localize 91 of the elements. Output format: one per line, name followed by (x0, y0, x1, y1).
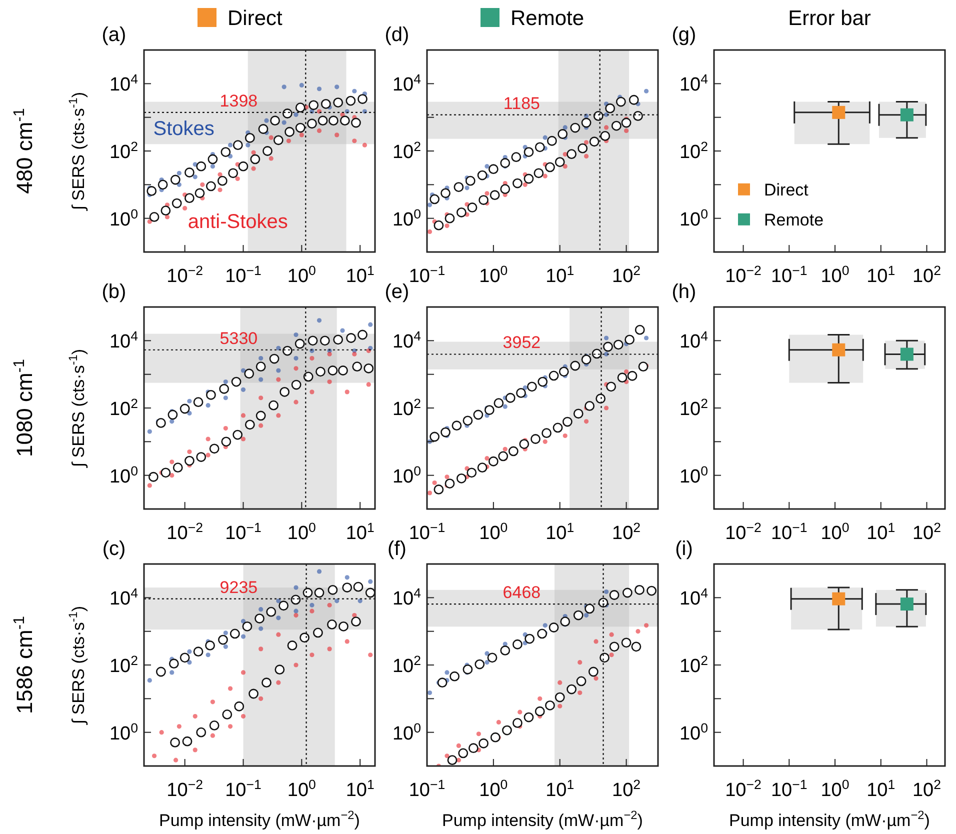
x-tick-label: 10$^{1}$ (866, 262, 896, 287)
y-tick-label: 10$^{4}$ (392, 71, 421, 96)
x-tick-label: 10$^{2}$ (612, 262, 641, 287)
x-tick-label: 10$^{2}$ (912, 520, 942, 544)
ref-line-label: 1185 (503, 94, 540, 113)
x-tick-label: 10$^{−2}$ (725, 520, 762, 544)
y-tick-label: 10$^{2}$ (392, 652, 421, 677)
y-tick-label: 10$^{2}$ (109, 396, 138, 420)
y-tick-label: 10$^{0}$ (392, 462, 421, 488)
y-tick-label: 10$^{4}$ (679, 585, 708, 610)
chart-title: Remote (510, 7, 584, 30)
x-tick-label: 10$^{1}$ (866, 776, 896, 801)
x-tick-label: 10$^{0}$ (820, 520, 850, 544)
x-tick-label: 10$^{1}$ (346, 520, 374, 544)
text: (g) (672, 24, 696, 46)
x-tick-label: 10$^{0}$ (287, 520, 316, 544)
legend-label: Direct (764, 180, 809, 200)
chart-title: Direct (228, 7, 283, 30)
x-tick-label: 10$^{−2}$ (166, 776, 203, 801)
y-tick-label: 10$^{4}$ (392, 585, 421, 610)
chart-title: Error bar (788, 7, 871, 30)
y-tick-label: 10$^{2}$ (679, 138, 708, 163)
text: (e) (384, 281, 410, 303)
x-tick-label: 10$^{−1}$ (408, 262, 446, 287)
text: (d) (384, 24, 410, 46)
text: (b) (102, 281, 126, 303)
x-tick-label: 10$^{−1}$ (408, 776, 446, 801)
x-tick-label: 10$^{0}$ (479, 776, 508, 801)
series-label: Stokes (153, 118, 214, 140)
y-tick-label: 10$^{4}$ (679, 328, 708, 353)
y-tick-label: 10$^{4}$ (109, 585, 138, 610)
y-tick-label: 10$^{4}$ (392, 328, 421, 353)
y-tick-label: 10$^{2}$ (392, 396, 421, 420)
x-tick-label: 10$^{0}$ (479, 262, 508, 287)
y-tick-label: 10$^{2}$ (109, 138, 138, 163)
y-tick-label: 10$^{0}$ (392, 720, 421, 744)
y-tick-label: 10$^{0}$ (679, 462, 708, 488)
ref-line-label: 5330 (220, 328, 258, 348)
y-tick-label: 10$^{0}$ (109, 206, 138, 230)
y-tick-label: 10$^{0}$ (679, 206, 708, 230)
x-axis-title: Pump intensity (mW·µm$^{−2}$) (442, 808, 643, 830)
x-axis-title: Pump intensity (mW·µm$^{−2}$) (159, 808, 360, 830)
y-tick-label: 10$^{0}$ (679, 720, 708, 744)
x-tick-label: 10$^{1}$ (546, 776, 574, 801)
x-tick-label: 10$^{1}$ (546, 262, 574, 287)
text: (h) (672, 281, 696, 303)
y-tick-label: 10$^{2}$ (679, 652, 708, 677)
x-tick-label: 10$^{−1}$ (408, 520, 446, 544)
ref-line-label: 3952 (502, 333, 541, 352)
x-tick-label: 10$^{2}$ (612, 520, 641, 544)
ref-line-label: 9235 (220, 578, 258, 597)
x-tick-label: 10$^{2}$ (612, 776, 641, 801)
text: (a) (102, 24, 126, 46)
x-tick-label: 10$^{−1}$ (770, 776, 808, 801)
x-tick-label: 10$^{2}$ (912, 776, 942, 801)
x-tick-label: 10$^{1}$ (346, 776, 374, 801)
y-tick-label: 10$^{2}$ (109, 652, 138, 677)
x-tick-label: 10$^{−2}$ (166, 262, 203, 287)
y-tick-label: 10$^{4}$ (109, 71, 138, 96)
x-tick-label: 10$^{−1}$ (225, 520, 262, 544)
x-axis-title: Pump intensity (mW·µm$^{−2}$) (729, 808, 930, 830)
x-tick-label: 10$^{0}$ (287, 776, 316, 801)
y-tick-label: 10$^{2}$ (392, 138, 421, 163)
x-tick-label: 10$^{0}$ (479, 520, 508, 544)
x-tick-label: 10$^{1}$ (546, 520, 574, 544)
x-tick-label: 10$^{−2}$ (725, 262, 762, 287)
x-tick-label: 10$^{−1}$ (225, 262, 262, 287)
x-tick-label: 10$^{−1}$ (225, 776, 262, 801)
text: (f) (388, 538, 406, 560)
x-tick-label: 10$^{−1}$ (770, 262, 808, 287)
y-tick-label: 10$^{2}$ (679, 396, 708, 420)
x-tick-label: 10$^{−2}$ (725, 776, 762, 801)
series-label: anti-Stokes (188, 210, 288, 233)
x-tick-label: 10$^{−1}$ (770, 520, 808, 544)
text: (i) (675, 538, 693, 560)
text: (c) (102, 538, 126, 560)
x-tick-label: 10$^{1}$ (866, 520, 896, 544)
x-tick-label: 10$^{1}$ (346, 262, 374, 287)
y-tick-label: 10$^{4}$ (679, 71, 708, 96)
x-tick-label: 10$^{−2}$ (166, 520, 203, 544)
legend-label: Remote (764, 210, 824, 230)
y-tick-label: 10$^{4}$ (109, 328, 138, 353)
x-tick-label: 10$^{0}$ (820, 776, 850, 801)
y-tick-label: 10$^{0}$ (392, 206, 421, 230)
ref-line-label: 1398 (220, 91, 258, 110)
x-tick-label: 10$^{0}$ (287, 262, 316, 287)
ref-line-label: 6468 (502, 583, 541, 602)
x-tick-label: 10$^{0}$ (820, 262, 850, 287)
x-tick-label: 10$^{2}$ (912, 262, 942, 287)
y-tick-label: 10$^{0}$ (109, 462, 138, 488)
y-tick-label: 10$^{0}$ (109, 720, 138, 744)
